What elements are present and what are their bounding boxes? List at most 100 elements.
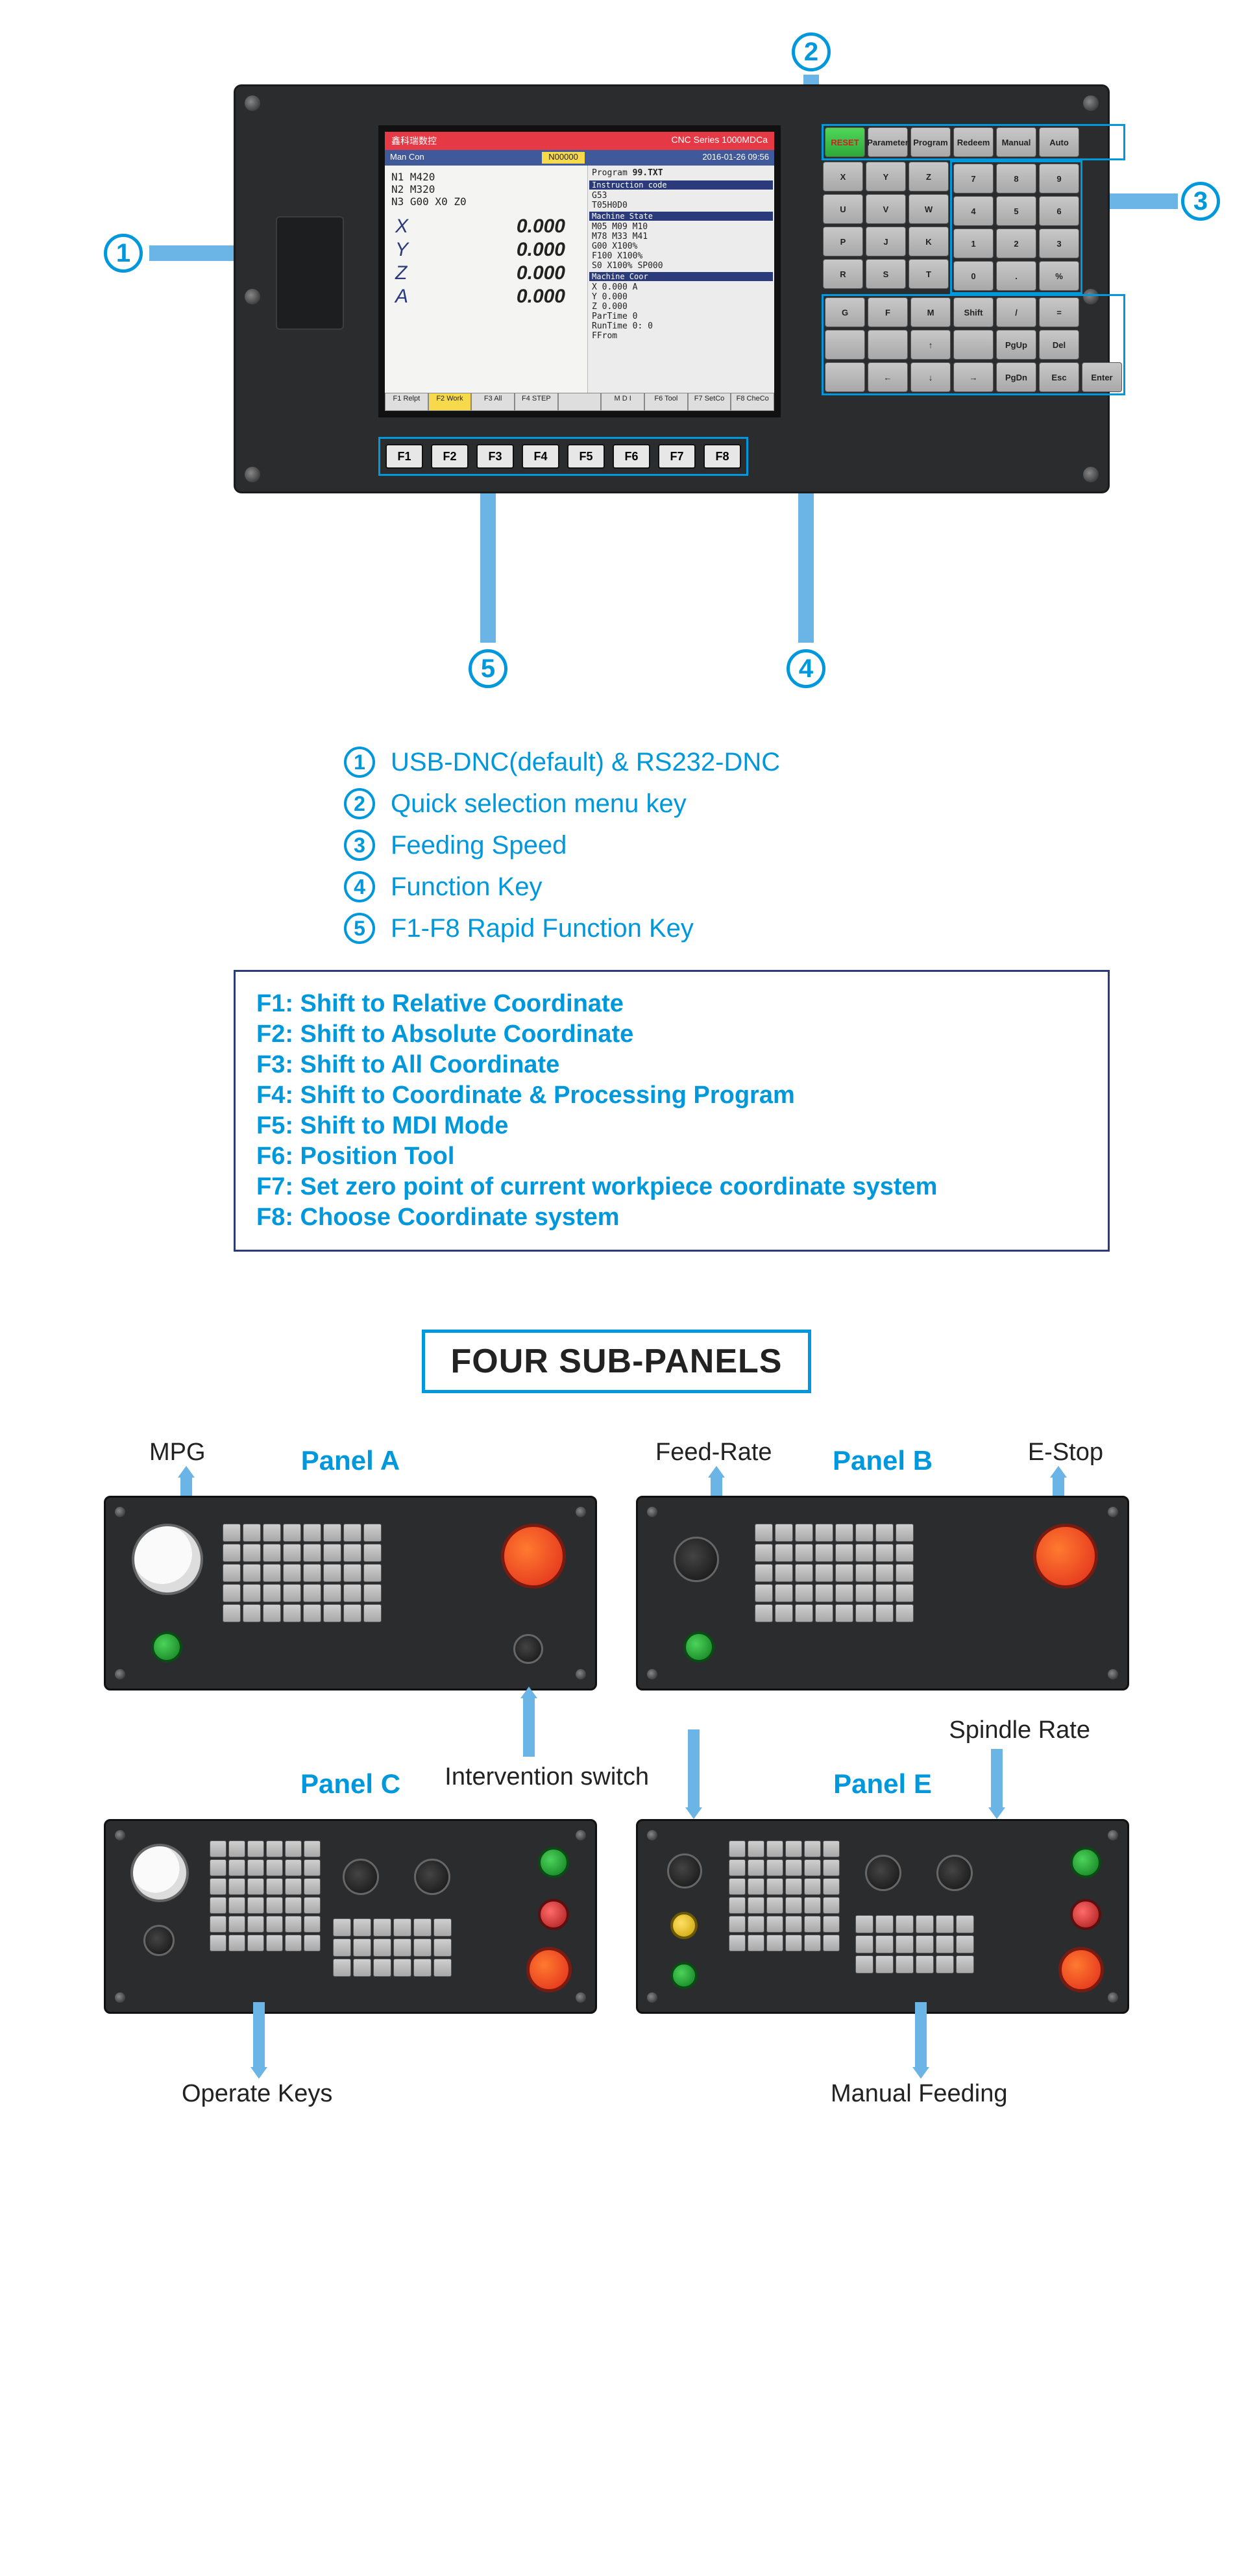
panel-b-keys[interactable] bbox=[755, 1524, 914, 1622]
key-6[interactable]: 6 bbox=[1039, 196, 1079, 226]
f-key[interactable]: F2 bbox=[431, 444, 469, 469]
sp-rate-knob[interactable] bbox=[414, 1859, 450, 1895]
key-s[interactable]: S bbox=[866, 259, 906, 289]
key-.[interactable]: . bbox=[996, 261, 1036, 291]
e-stop[interactable] bbox=[1058, 1947, 1104, 1992]
axis-label: X bbox=[395, 216, 408, 238]
key-x[interactable]: X bbox=[823, 162, 863, 192]
lcd-screen: 鑫科瑞数控 CNC Series 1000MDCa Man Con N00000… bbox=[378, 125, 781, 417]
feed-rate-knob[interactable] bbox=[865, 1855, 901, 1891]
f-key[interactable]: F4 bbox=[522, 444, 559, 469]
key-z[interactable]: Z bbox=[909, 162, 949, 192]
key-r[interactable]: R bbox=[823, 259, 863, 289]
lcd-foot-cell: F3 All bbox=[471, 393, 515, 411]
power-off[interactable] bbox=[538, 1899, 569, 1930]
f-key[interactable]: F5 bbox=[567, 444, 605, 469]
key-p[interactable]: P bbox=[823, 227, 863, 256]
key-2[interactable]: 2 bbox=[996, 229, 1036, 258]
key-7[interactable]: 7 bbox=[953, 164, 994, 193]
power-off[interactable] bbox=[1070, 1899, 1101, 1930]
panel-e-keys[interactable] bbox=[729, 1840, 840, 1951]
key-9[interactable]: 9 bbox=[1039, 164, 1079, 193]
panel-a-keys[interactable] bbox=[223, 1524, 382, 1622]
key-8[interactable]: 8 bbox=[996, 164, 1036, 193]
yellow-button[interactable] bbox=[670, 1912, 698, 1939]
legend-text: Function Key bbox=[391, 873, 542, 902]
key-blank[interactable] bbox=[825, 362, 865, 392]
key-pgup[interactable]: PgUp bbox=[996, 330, 1036, 360]
key-manual[interactable]: Manual bbox=[996, 127, 1036, 157]
intervention-knob[interactable] bbox=[667, 1853, 702, 1889]
key-y[interactable]: Y bbox=[866, 162, 906, 192]
key-←[interactable]: ← bbox=[868, 362, 908, 392]
power-button[interactable] bbox=[683, 1631, 714, 1663]
e-stop[interactable] bbox=[1033, 1524, 1098, 1589]
key-parameter[interactable]: Parameter bbox=[868, 127, 908, 157]
r-mcoor-line: Y 0.000 bbox=[592, 292, 770, 302]
f-key[interactable]: F6 bbox=[613, 444, 650, 469]
power-on[interactable] bbox=[538, 1847, 569, 1878]
key-m[interactable]: M bbox=[910, 297, 951, 327]
intervention-switch[interactable] bbox=[513, 1634, 543, 1664]
key-↑[interactable]: ↑ bbox=[910, 330, 951, 360]
key-g[interactable]: G bbox=[825, 297, 865, 327]
key-esc[interactable]: Esc bbox=[1039, 362, 1079, 392]
panel-c-keys-r[interactable] bbox=[333, 1918, 452, 1977]
key-w[interactable]: W bbox=[909, 194, 949, 224]
mpg-dial[interactable] bbox=[132, 1524, 203, 1595]
f-key[interactable]: F7 bbox=[658, 444, 696, 469]
mpg-dial[interactable] bbox=[130, 1844, 189, 1902]
key-=[interactable]: = bbox=[1039, 297, 1079, 327]
f-key[interactable]: F1 bbox=[385, 444, 423, 469]
sp-rate-knob[interactable] bbox=[936, 1855, 973, 1891]
feed-rate-knob[interactable] bbox=[343, 1859, 379, 1895]
green-button[interactable] bbox=[670, 1962, 698, 1989]
key-blank[interactable] bbox=[953, 330, 994, 360]
key-k[interactable]: K bbox=[909, 227, 949, 256]
key-↓[interactable]: ↓ bbox=[910, 362, 951, 392]
key-/[interactable]: / bbox=[996, 297, 1036, 327]
panel-c-keys[interactable] bbox=[210, 1840, 321, 1951]
key-f[interactable]: F bbox=[868, 297, 908, 327]
lcd-mode: Man Con bbox=[390, 152, 424, 164]
key-t[interactable]: T bbox=[909, 259, 949, 289]
key-shift[interactable]: Shift bbox=[953, 297, 994, 327]
key-5[interactable]: 5 bbox=[996, 196, 1036, 226]
panel-b bbox=[636, 1496, 1129, 1690]
feedrate-knob[interactable] bbox=[674, 1537, 719, 1582]
f-desc-line: F7: Set zero point of current workpiece … bbox=[256, 1173, 1087, 1201]
key-0[interactable]: 0 bbox=[953, 261, 994, 291]
key-v[interactable]: V bbox=[866, 194, 906, 224]
key-3[interactable]: 3 bbox=[1039, 229, 1079, 258]
key-redeem[interactable]: Redeem bbox=[953, 127, 994, 157]
panel-e-keys-r[interactable] bbox=[855, 1915, 974, 1974]
lcd-foot-cell: M D I bbox=[601, 393, 644, 411]
feedrate-label: Feed-Rate bbox=[655, 1439, 772, 1467]
key-j[interactable]: J bbox=[866, 227, 906, 256]
lcd-brand: 鑫科瑞数控 bbox=[391, 134, 437, 147]
e-stop[interactable] bbox=[501, 1524, 566, 1589]
usb-dnc-port[interactable] bbox=[276, 216, 344, 330]
selector-knob[interactable] bbox=[143, 1925, 175, 1956]
e-stop[interactable] bbox=[526, 1947, 572, 1992]
key-del[interactable]: Del bbox=[1039, 330, 1079, 360]
intervention-e-arrow bbox=[688, 1729, 700, 1807]
key-4[interactable]: 4 bbox=[953, 196, 994, 226]
key-program[interactable]: Program bbox=[910, 127, 951, 157]
key-%[interactable]: % bbox=[1039, 261, 1079, 291]
key-auto[interactable]: Auto bbox=[1039, 127, 1079, 157]
key-u[interactable]: U bbox=[823, 194, 863, 224]
r-ffrom: FFrom bbox=[592, 331, 770, 341]
key-reset[interactable]: RESET bbox=[825, 127, 865, 157]
power-button[interactable] bbox=[151, 1631, 182, 1663]
f-desc-line: F5: Shift to MDI Mode bbox=[256, 1112, 1087, 1140]
key-1[interactable]: 1 bbox=[953, 229, 994, 258]
f-key[interactable]: F3 bbox=[476, 444, 514, 469]
power-on[interactable] bbox=[1070, 1847, 1101, 1878]
key-→[interactable]: → bbox=[953, 362, 994, 392]
key-blank[interactable] bbox=[868, 330, 908, 360]
key-blank[interactable] bbox=[825, 330, 865, 360]
key-pgdn[interactable]: PgDn bbox=[996, 362, 1036, 392]
key-enter[interactable]: Enter bbox=[1082, 362, 1122, 392]
f-key[interactable]: F8 bbox=[703, 444, 741, 469]
